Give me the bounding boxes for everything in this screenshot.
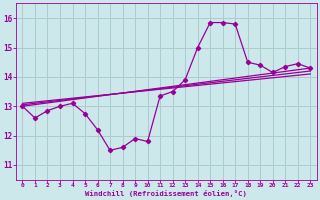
X-axis label: Windchill (Refroidissement éolien,°C): Windchill (Refroidissement éolien,°C)	[85, 190, 247, 197]
